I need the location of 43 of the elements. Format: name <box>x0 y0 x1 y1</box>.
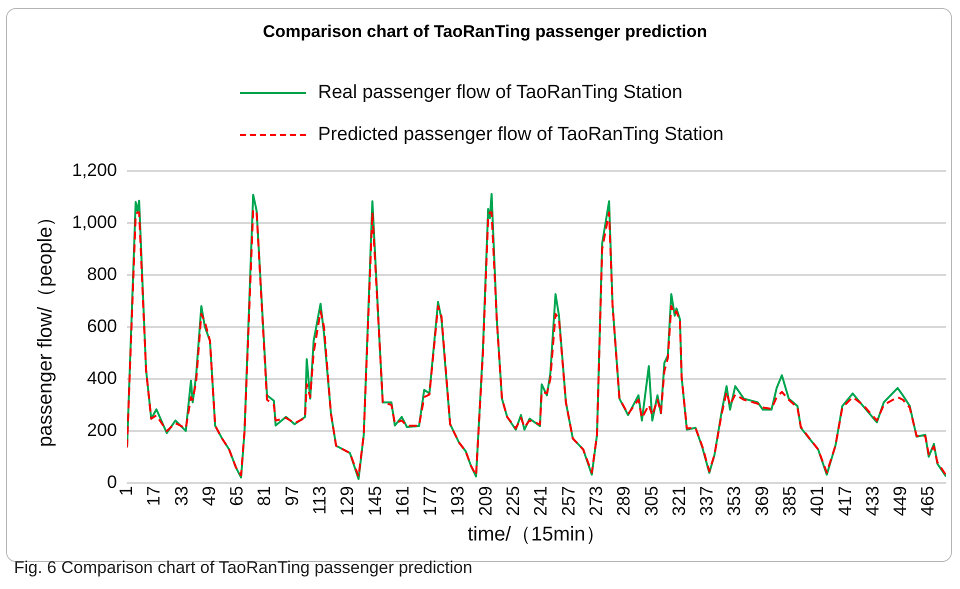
x-tick-label: 161 <box>392 486 412 516</box>
x-tick-label: 337 <box>696 486 717 516</box>
y-tick-label: 800 <box>86 264 118 284</box>
x-tick-label: 449 <box>890 486 910 516</box>
x-tick-label: 33 <box>171 486 192 506</box>
x-tick-label: 1 <box>116 486 136 496</box>
x-tick-label: 225 <box>503 486 524 516</box>
x-axis-title: time/（15min） <box>468 524 606 546</box>
x-tick-label: 65 <box>226 486 247 506</box>
x-tick-label: 321 <box>668 486 689 516</box>
legend-label: Real passenger flow of TaoRanTing Station <box>318 82 682 104</box>
x-tick-label: 193 <box>448 486 468 516</box>
x-tick-label: 241 <box>530 486 551 516</box>
y-tick-label: 200 <box>86 420 118 440</box>
x-tick-label: 385 <box>779 486 800 516</box>
x-tick-label: 257 <box>558 486 578 516</box>
x-tick-label: 177 <box>420 486 440 516</box>
x-tick-label: 209 <box>475 486 496 516</box>
y-tick-label: 0 <box>107 472 118 492</box>
x-tick-label: 401 <box>807 486 828 516</box>
caption: Fig. 6 Comparison chart of TaoRanTing passenger prediction <box>14 558 472 578</box>
y-tick-label: 1,000 <box>72 212 118 232</box>
x-tick-label: 129 <box>337 486 358 516</box>
x-tick-label: 97 <box>282 486 302 506</box>
x-tick-label: 417 <box>834 486 855 516</box>
x-tick-label: 145 <box>364 486 385 516</box>
y-tick-label: 400 <box>86 368 118 388</box>
x-tick-label: 305 <box>641 486 662 516</box>
x-tick-label: 369 <box>752 486 772 516</box>
x-tick-label: 433 <box>862 486 882 516</box>
legend-label: Predicted passenger flow of TaoRanTing Station <box>318 124 724 146</box>
x-tick-label: 17 <box>144 486 164 506</box>
y-tick-label: 600 <box>86 316 118 336</box>
x-tick-label: 49 <box>198 486 219 506</box>
x-tick-label: 465 <box>918 486 938 516</box>
x-tick-label: 353 <box>724 486 744 516</box>
y-axis-title: passenger flow/（people） <box>34 206 57 447</box>
x-tick-label: 81 <box>254 486 274 506</box>
x-tick-label: 289 <box>614 486 634 516</box>
x-tick-label: 113 <box>310 486 330 515</box>
chart-title: Comparison chart of TaoRanTing passenger prediction <box>262 22 708 42</box>
y-tick-label: 1,200 <box>72 160 118 180</box>
x-tick-label: 273 <box>586 486 606 516</box>
